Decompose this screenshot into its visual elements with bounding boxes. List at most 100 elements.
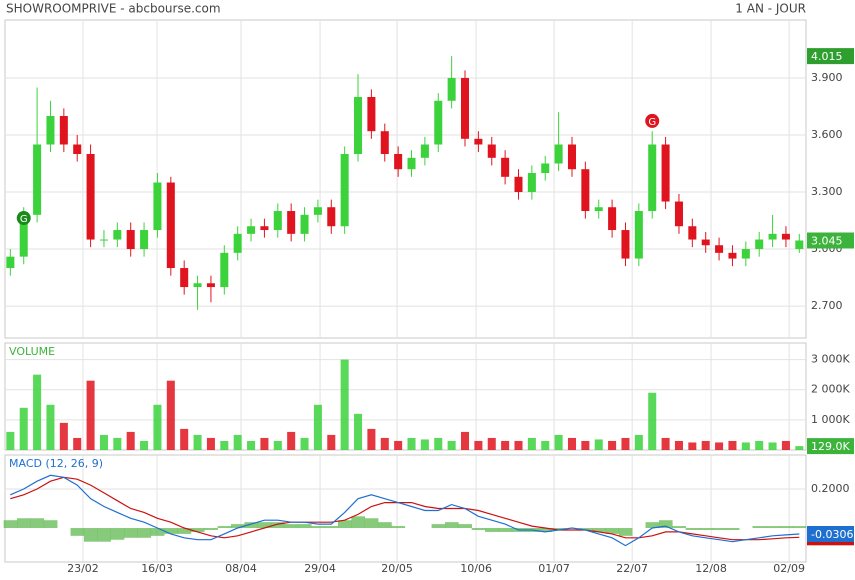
macd-histogram bbox=[124, 528, 138, 538]
x-tick-label: 22/07 bbox=[616, 562, 648, 575]
panel-title: MACD (12, 26, 9) bbox=[9, 457, 103, 470]
macd-histogram bbox=[712, 528, 727, 530]
volume-bar bbox=[233, 434, 242, 450]
x-tick-label: 29/04 bbox=[304, 562, 336, 575]
candle-body bbox=[594, 207, 603, 212]
candle-body bbox=[567, 144, 576, 170]
macd-histogram bbox=[498, 528, 513, 532]
macd-histogram bbox=[70, 528, 85, 536]
volume-bar bbox=[474, 440, 483, 450]
candle-body bbox=[220, 252, 229, 288]
candle-body bbox=[554, 144, 563, 164]
volume-bar bbox=[541, 440, 550, 450]
candle-body bbox=[46, 115, 55, 145]
candle-body bbox=[755, 239, 764, 250]
candle-body bbox=[661, 144, 670, 202]
y-tick-label: 3.900 bbox=[811, 71, 843, 84]
volume-bar bbox=[354, 413, 363, 450]
candle-body bbox=[527, 173, 536, 193]
macd-histogram bbox=[592, 528, 606, 532]
signal-label: G bbox=[648, 117, 656, 128]
volume-bar bbox=[701, 440, 710, 450]
y-tick-label: 3.300 bbox=[811, 185, 843, 198]
volume-bar bbox=[6, 431, 15, 450]
y-tick-label: 3.600 bbox=[811, 128, 843, 141]
macd-histogram bbox=[351, 516, 366, 529]
macd-histogram bbox=[190, 528, 205, 532]
candle-body bbox=[247, 226, 256, 234]
panel-title: VOLUME bbox=[9, 345, 55, 358]
y-tick-label: 1 000K bbox=[811, 413, 850, 426]
candle-body bbox=[781, 233, 790, 240]
candle-body bbox=[113, 230, 122, 240]
volume-bar bbox=[327, 434, 336, 450]
volume-bar bbox=[608, 440, 617, 450]
macd-line bbox=[10, 474, 800, 547]
candle-body bbox=[621, 230, 630, 259]
candle-body bbox=[73, 144, 82, 155]
candle-body bbox=[153, 182, 162, 231]
volume-bar bbox=[287, 431, 296, 450]
candle-body bbox=[59, 115, 68, 145]
macd-histogram bbox=[364, 518, 379, 529]
volume-bar bbox=[768, 442, 777, 450]
candle-body bbox=[33, 144, 42, 215]
macd-histogram bbox=[538, 528, 553, 532]
macd-histogram bbox=[699, 528, 713, 530]
candle-body bbox=[541, 163, 550, 174]
candle-body bbox=[206, 283, 215, 288]
candle-body bbox=[180, 268, 189, 288]
volume-bar bbox=[73, 437, 82, 450]
candle-body bbox=[648, 144, 657, 212]
candle-body bbox=[474, 138, 483, 145]
volume-bar bbox=[313, 404, 322, 450]
macd-histogram bbox=[97, 528, 111, 542]
candle-body bbox=[380, 131, 389, 155]
macd-histogram bbox=[378, 522, 392, 529]
volume-bar bbox=[487, 437, 496, 450]
last-volume-label: 129.0K bbox=[811, 440, 850, 453]
candle-body bbox=[394, 154, 403, 170]
x-tick-label: 20/05 bbox=[381, 562, 413, 575]
last-price-label: 3.045 bbox=[811, 234, 843, 247]
candle-body bbox=[768, 233, 777, 240]
volume-bar bbox=[99, 434, 108, 450]
candle-body bbox=[99, 239, 108, 241]
candle-body bbox=[487, 144, 496, 158]
y-tick-label: 0.2000 bbox=[811, 482, 850, 495]
volume-bar bbox=[447, 440, 456, 450]
candle-body bbox=[501, 157, 510, 177]
macd-histogram bbox=[137, 528, 152, 538]
candle-body bbox=[193, 283, 202, 288]
candle-body bbox=[407, 157, 416, 170]
x-tick-label: 23/02 bbox=[67, 562, 99, 575]
volume-bar bbox=[741, 442, 750, 450]
x-tick-label: 08/04 bbox=[225, 562, 257, 575]
candle-body bbox=[233, 233, 242, 253]
candle-body bbox=[715, 245, 724, 253]
volume-bar bbox=[380, 437, 389, 450]
candle-body bbox=[354, 96, 363, 155]
volume-bar bbox=[594, 439, 603, 450]
macd-histogram bbox=[391, 526, 406, 529]
volume-bar bbox=[728, 440, 737, 450]
volume-bar bbox=[634, 434, 643, 450]
candle-body bbox=[260, 226, 269, 231]
candle-body bbox=[367, 96, 376, 132]
candle-body bbox=[460, 77, 470, 139]
macd-histogram bbox=[204, 528, 218, 530]
candle-body bbox=[340, 154, 349, 227]
macd-histogram bbox=[311, 526, 325, 529]
macd-panel bbox=[4, 454, 807, 563]
macd-histogram bbox=[485, 528, 499, 532]
candle-body bbox=[514, 176, 523, 193]
macd-histogram bbox=[284, 524, 299, 529]
macd-histogram bbox=[471, 528, 486, 530]
y-tick-label: 3 000K bbox=[811, 353, 850, 366]
macd-histogram bbox=[177, 528, 192, 534]
macd-histogram bbox=[324, 526, 339, 529]
candle-body bbox=[86, 154, 95, 240]
candle-body bbox=[688, 226, 697, 240]
volume-bar bbox=[394, 440, 403, 450]
